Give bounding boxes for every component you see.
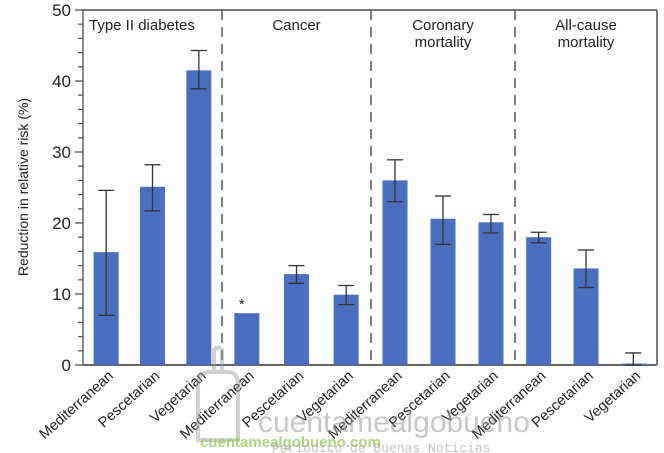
group-labels: Type II diabetes Cancer CoronarymortalityA…	[89, 17, 617, 51]
watermark-text-tagline: Periódico de Buenas Noticias	[272, 441, 490, 453]
bar-mediterranean	[526, 237, 552, 365]
watermark-text-domain: cuentamealgobueno.com	[200, 434, 381, 451]
error-bars-layer: *	[98, 49, 642, 366]
group-label-coronary-mortality: mortality	[415, 34, 472, 51]
bar-pescetarian	[140, 186, 165, 365]
bar-mediterranean	[382, 180, 408, 365]
bar-vegetarian	[478, 222, 504, 365]
y-tick-label: 40	[52, 72, 71, 91]
y-tick-label: 20	[52, 214, 71, 233]
y-axis-label: Reduction in relative risk (%)	[15, 98, 31, 276]
bar-pescetarian	[284, 274, 309, 365]
plot-frame	[83, 9, 658, 366]
group-label-all-cause-mortality: mortality	[558, 34, 615, 51]
bar-vegetarian	[333, 294, 359, 365]
bars-layer	[93, 70, 646, 365]
y-tick-label: 30	[52, 143, 71, 162]
bar-mediterranean	[234, 313, 260, 365]
watermark: cuentamealgobueno cuentamealgobueno.com …	[196, 345, 530, 453]
group-label-cancer: Cancer	[272, 17, 320, 34]
y-axis: 0 10 20 30 40 50	[52, 1, 84, 375]
x-tick-label: Mediterranean	[37, 368, 117, 442]
watermark-text-main: cuentamealgobueno	[258, 406, 530, 439]
y-tick-label: 50	[52, 1, 71, 20]
group-label-all-cause-mortality: All-cause	[555, 17, 617, 34]
bar-vegetarian	[186, 70, 212, 365]
watermark-logo-icon	[196, 345, 240, 442]
y-tick-label: 0	[62, 356, 71, 375]
y-tick-label: 10	[52, 285, 71, 304]
group-label-type-ii-diabetes: Type II diabetes	[89, 17, 195, 34]
group-separators	[221, 10, 516, 365]
bar-annotation-asterisk: *	[239, 296, 245, 313]
group-label-coronary-mortality: Coronary	[412, 17, 474, 34]
